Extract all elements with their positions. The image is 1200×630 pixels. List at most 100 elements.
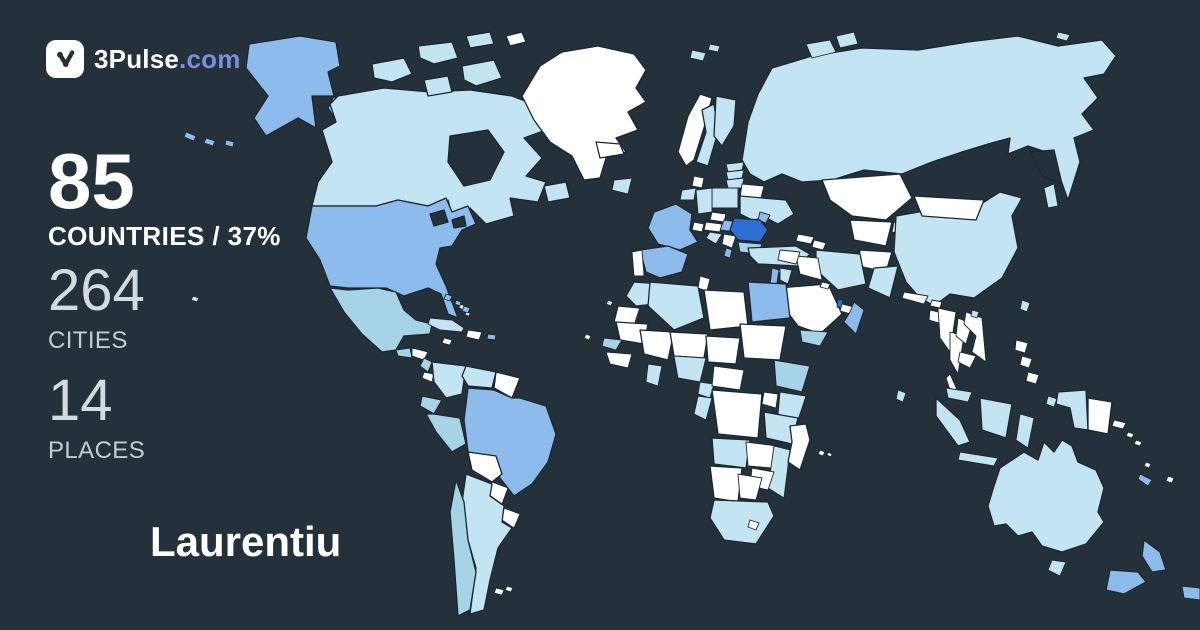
- country-ecuador: [419, 395, 443, 415]
- country-new-zealand-north: [1141, 539, 1167, 573]
- country-portugal: [631, 249, 645, 277]
- country-mali: [639, 329, 675, 361]
- country-papua-new-guinea: [1087, 397, 1113, 435]
- country-malaysia: [945, 387, 973, 403]
- country-benelux: [679, 187, 697, 201]
- country-ghana: [645, 363, 663, 387]
- islands-solomon: [1133, 439, 1143, 447]
- country-denmark: [691, 175, 705, 189]
- country-philippines: [1025, 371, 1040, 385]
- islands-svalbard: [707, 43, 721, 53]
- country-senegal: [601, 337, 623, 351]
- country-aleutians: [224, 139, 235, 148]
- country-bhutan: [929, 299, 943, 309]
- country-austria: [703, 221, 723, 233]
- country-pakistan: [867, 265, 899, 299]
- island-pacific: [190, 295, 200, 303]
- country-niger: [669, 331, 709, 359]
- country-guatemala: [395, 347, 413, 359]
- country-philippines: [1019, 355, 1033, 369]
- country-albania: [723, 247, 733, 259]
- country-canada-arctic-island: [505, 31, 527, 47]
- country-iceland: [595, 141, 625, 159]
- islands-falkland: [504, 585, 514, 593]
- country-ukraine: [739, 195, 795, 225]
- islands-novaya-zemlya: [805, 39, 837, 59]
- country-guinea: [605, 351, 633, 369]
- country-canada-arctic-island: [417, 41, 459, 65]
- country-nicaragua: [419, 357, 433, 373]
- country-mexico: [329, 287, 433, 353]
- country-philippines: [1014, 339, 1029, 354]
- country-alaska: [245, 35, 341, 137]
- islands-mauritius: [817, 449, 826, 457]
- hudson-bay: [447, 129, 505, 187]
- country-egypt: [747, 281, 791, 323]
- country-namibia: [709, 465, 743, 503]
- country-germany: [695, 187, 713, 215]
- islands-reunion: [826, 451, 833, 458]
- country-sudan: [739, 323, 787, 361]
- country-lesotho: [747, 519, 760, 531]
- country-sweden: [695, 103, 719, 167]
- country-ireland: [611, 177, 633, 195]
- country-australia: [987, 439, 1105, 553]
- island-wrangel: [1055, 31, 1071, 42]
- country-kuwait: [819, 281, 831, 290]
- islands-canary: [605, 299, 614, 307]
- country-canada: [311, 87, 547, 225]
- country-romania: [729, 217, 769, 243]
- islands-solomon: [1125, 431, 1135, 439]
- country-chad: [705, 335, 741, 365]
- country-hispaniola: [465, 329, 483, 341]
- country-russia: [741, 35, 1117, 201]
- country-new-zealand-south: [1105, 569, 1147, 595]
- country-united-states: [305, 197, 477, 319]
- island-west-papua: [1055, 389, 1089, 431]
- island-sulawesi: [1015, 413, 1035, 449]
- country-new-caledonia: [1137, 473, 1153, 487]
- country-gabon-congo: [693, 395, 713, 421]
- country-switzerland: [691, 221, 705, 233]
- country-chile: [449, 479, 477, 617]
- country-canada-arctic-island: [423, 75, 453, 97]
- island-sumatra: [935, 397, 971, 447]
- island-tasmania: [1047, 559, 1067, 577]
- country-venezuela: [461, 365, 497, 389]
- island-hainan: [970, 309, 980, 319]
- country-oman: [843, 301, 865, 335]
- country-canada-arctic-island: [465, 31, 495, 49]
- country-iraq: [795, 255, 823, 281]
- country-poland: [711, 187, 739, 209]
- country-aleutians: [183, 131, 197, 142]
- country-vietnam: [963, 311, 987, 363]
- country-honduras: [411, 347, 429, 361]
- country-newfoundland: [543, 181, 571, 203]
- country-mongolia: [913, 195, 985, 221]
- country-jordan: [779, 267, 793, 285]
- country-nigeria: [673, 355, 707, 383]
- country-tunisia: [697, 275, 711, 292]
- country-jamaica: [441, 337, 453, 346]
- country-madagascar: [787, 423, 811, 471]
- country-china: [893, 191, 1023, 307]
- country-cambodia: [957, 351, 977, 369]
- country-syria: [777, 249, 801, 265]
- island-borneo: [979, 397, 1013, 439]
- islands-cape-verde: [583, 333, 592, 341]
- islands-novaya-zemlya: [835, 31, 859, 49]
- great-lakes: [451, 215, 467, 229]
- country-sri-lanka: [895, 389, 907, 403]
- country-colombia: [431, 361, 467, 399]
- country-canada-arctic-island: [371, 57, 413, 83]
- islands-fiji: [1165, 475, 1175, 484]
- country-france: [647, 203, 699, 251]
- country-georgia: [795, 233, 815, 245]
- country-croatia: [705, 231, 723, 245]
- great-lakes: [429, 209, 449, 227]
- island-new-britain: [1111, 419, 1127, 430]
- country-nepal: [901, 291, 929, 305]
- country-uganda: [761, 391, 779, 409]
- island-halmahera: [1045, 395, 1058, 408]
